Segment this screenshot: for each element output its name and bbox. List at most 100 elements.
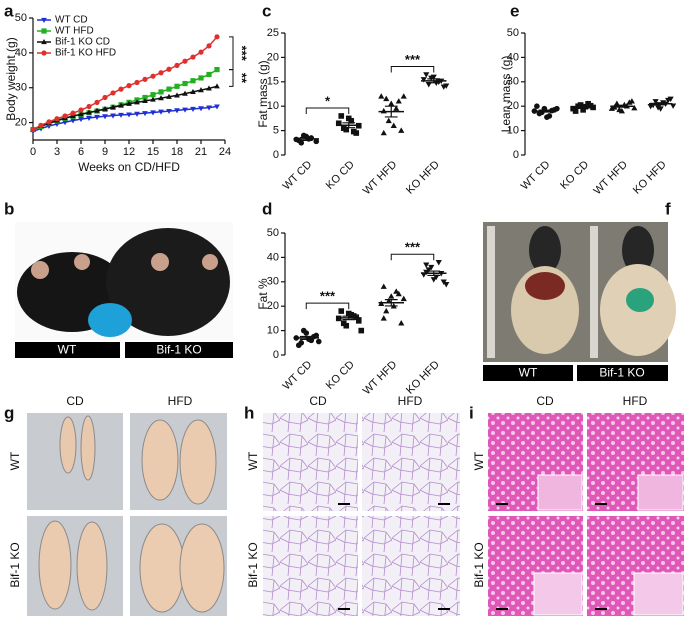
marker <box>142 76 148 82</box>
marker <box>62 113 68 119</box>
marker <box>380 315 387 321</box>
y-tick-label: 10 <box>507 125 519 137</box>
marker <box>355 318 362 324</box>
column-header: CD <box>66 394 84 408</box>
adipose-histology <box>263 413 460 616</box>
row-header: Bif-1 KO <box>246 542 260 587</box>
marker <box>174 62 180 69</box>
marker <box>38 122 44 128</box>
y-tick-label: 10 <box>267 100 279 112</box>
marker <box>118 102 124 108</box>
marker <box>182 80 188 87</box>
marker <box>626 99 633 105</box>
row-header: WT <box>472 451 486 470</box>
panel-letter: h <box>244 403 254 422</box>
legend-label: Bif-1 KO HFD <box>55 48 116 59</box>
marker <box>423 262 430 268</box>
marker <box>142 97 148 104</box>
error-bar <box>384 299 398 307</box>
marker <box>190 88 196 94</box>
marker <box>343 126 350 133</box>
marker <box>670 103 677 109</box>
marker <box>380 129 387 136</box>
legend-label: Bif-1 KO CD <box>55 37 110 48</box>
label-bar <box>15 342 120 358</box>
marker <box>190 54 196 60</box>
x-tick-label: WT CD <box>519 159 553 193</box>
marker <box>398 127 405 133</box>
liver-histology <box>488 413 684 616</box>
marker <box>86 115 92 122</box>
marker <box>134 111 140 117</box>
marker <box>206 105 212 111</box>
panel-letter: g <box>4 403 14 422</box>
significance-label: *** <box>235 46 250 62</box>
marker <box>158 70 164 76</box>
marker <box>313 138 320 145</box>
marker <box>94 107 100 113</box>
y-tick-label: 50 <box>507 27 519 39</box>
marker <box>214 83 220 89</box>
marker <box>580 107 586 113</box>
marker <box>655 105 662 111</box>
y-tick-label: 30 <box>507 76 519 88</box>
marker <box>353 130 360 136</box>
y-tick-label: 50 <box>267 227 279 239</box>
marker <box>118 112 124 118</box>
significance-label: * <box>325 93 331 108</box>
marker <box>652 99 659 105</box>
x-tick-label: KO HFD <box>404 359 442 397</box>
y-tick-label: 40 <box>267 251 279 263</box>
label-bar <box>577 365 668 381</box>
marker <box>174 83 180 89</box>
error-bar <box>342 122 356 129</box>
dissection-photo <box>483 222 676 362</box>
marker <box>198 87 204 93</box>
marker <box>158 89 164 95</box>
significance-bracket <box>305 302 350 310</box>
error-bar <box>427 270 441 277</box>
marker <box>166 93 172 99</box>
panel-letter: f <box>665 199 671 218</box>
x-tick-label: 15 <box>147 146 159 158</box>
marker <box>102 114 108 120</box>
marker <box>300 327 307 334</box>
marker <box>400 295 407 302</box>
x-tick-label: WT HFD <box>361 359 400 398</box>
y-tick-label: 20 <box>267 300 279 312</box>
x-tick-label: WT HFD <box>361 159 400 198</box>
marker <box>110 113 116 119</box>
x-tick-label: 18 <box>171 146 183 158</box>
column-header: HFD <box>398 394 423 408</box>
row-header: Bif-1 KO <box>472 542 486 587</box>
marker <box>206 85 212 91</box>
marker <box>385 117 392 124</box>
marker <box>54 116 60 122</box>
marker <box>62 120 68 126</box>
marker <box>158 95 164 101</box>
panel-letter: a <box>4 1 14 20</box>
marker <box>41 50 47 56</box>
x-tick-label: 0 <box>30 146 36 158</box>
marker <box>118 86 124 92</box>
y-axis-label: Lean mass (g) <box>499 56 513 133</box>
marker <box>665 97 672 104</box>
y-axis-label: Fat mass (g) <box>256 60 270 127</box>
marker <box>166 86 172 92</box>
error-bar <box>384 105 398 118</box>
marker <box>335 120 342 127</box>
marker <box>380 283 387 289</box>
y-tick-label: 50 <box>15 12 27 24</box>
error-bar <box>654 102 667 106</box>
label-bar <box>483 365 573 381</box>
marker <box>78 107 84 113</box>
marker <box>380 107 387 114</box>
marker <box>315 338 322 345</box>
marker <box>110 104 116 110</box>
x-tick-label: KO CD <box>558 159 591 192</box>
marker <box>390 122 397 128</box>
marker <box>102 105 108 112</box>
marker <box>383 307 390 314</box>
marker <box>86 109 92 115</box>
y-axis-label: Fat % <box>256 278 270 310</box>
